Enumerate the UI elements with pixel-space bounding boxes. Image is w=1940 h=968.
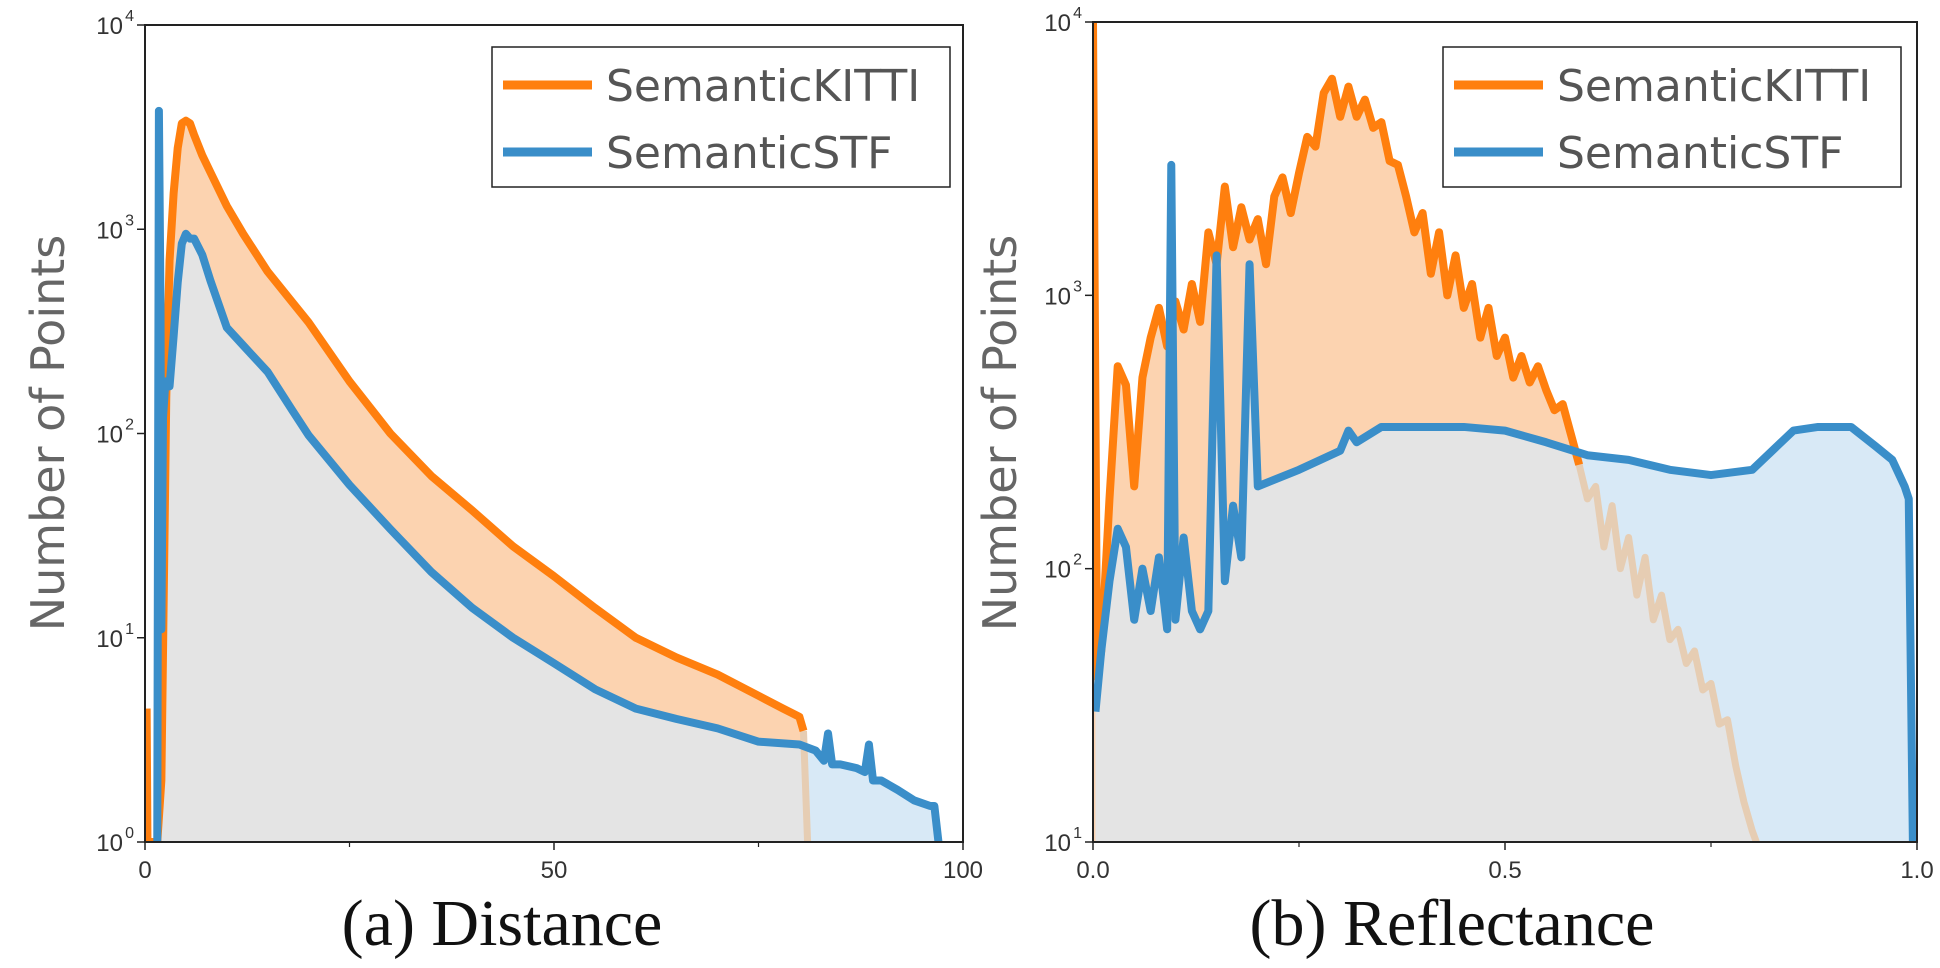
y-tick-label: 10 bbox=[1044, 830, 1071, 857]
legend-label-semanticstf: SemanticSTF bbox=[606, 128, 893, 179]
x-tick-label: 0 bbox=[138, 857, 151, 884]
y-tick-exponent: 4 bbox=[125, 8, 134, 25]
x-tick-label: 100 bbox=[943, 857, 983, 884]
distance-lines bbox=[145, 106, 943, 842]
y-tick-exponent: 3 bbox=[1073, 278, 1082, 295]
reflectance-caption: (b) Reflectance bbox=[1250, 887, 1655, 960]
y-tick-exponent: 4 bbox=[1073, 5, 1082, 22]
distance-caption: (a) Distance bbox=[342, 887, 663, 960]
y-tick-exponent: 1 bbox=[1073, 825, 1082, 842]
x-tick-label: 50 bbox=[541, 857, 568, 884]
line-semanticstf bbox=[1093, 160, 1917, 842]
distance-legend-box bbox=[491, 46, 951, 188]
legend-label-semantickitti: SemanticKITTI bbox=[1557, 61, 1871, 112]
line-semantickitti bbox=[145, 116, 808, 842]
distance-ylabel: Number of Points bbox=[21, 235, 75, 632]
y-tick-exponent: 1 bbox=[125, 621, 134, 638]
legend-label-semanticstf: SemanticSTF bbox=[1557, 128, 1844, 179]
y-tick-label: 10 bbox=[96, 830, 123, 857]
x-tick-label: 1.0 bbox=[1900, 857, 1933, 884]
reflectance-ylabel: Number of Points bbox=[973, 235, 1027, 632]
y-tick-label: 10 bbox=[96, 626, 123, 653]
y-tick-label: 10 bbox=[96, 422, 123, 449]
y-tick-label: 10 bbox=[1044, 10, 1071, 37]
y-tick-exponent: 2 bbox=[125, 417, 134, 434]
line-semantickitti-faded bbox=[1575, 463, 1760, 842]
reflectance-lines bbox=[1093, 22, 1917, 842]
y-tick-label: 10 bbox=[96, 13, 123, 40]
y-tick-label: 10 bbox=[1044, 283, 1071, 310]
x-tick-label: 0.5 bbox=[1488, 857, 1521, 884]
legend-label-semantickitti: SemanticKITTI bbox=[606, 61, 920, 112]
distance-fills bbox=[146, 110, 939, 842]
y-tick-label: 10 bbox=[1044, 557, 1071, 584]
distance-legend: SemanticKITTI SemanticSTF bbox=[491, 46, 951, 188]
y-tick-label: 10 bbox=[96, 217, 123, 244]
line-semanticstf bbox=[153, 106, 943, 842]
y-tick-exponent: 2 bbox=[1073, 552, 1082, 569]
reflectance-legend-box bbox=[1442, 46, 1902, 188]
y-tick-exponent: 3 bbox=[125, 212, 134, 229]
y-tick-exponent: 0 bbox=[125, 825, 134, 842]
reflectance-legend: SemanticKITTI SemanticSTF bbox=[1442, 46, 1902, 188]
x-tick-label: 0.0 bbox=[1076, 857, 1109, 884]
area-overlap bbox=[157, 120, 808, 842]
